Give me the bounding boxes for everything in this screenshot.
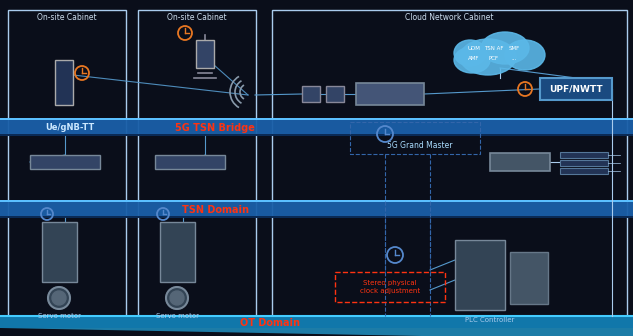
Ellipse shape	[481, 32, 529, 64]
Text: PCF: PCF	[489, 55, 499, 60]
Text: SMF: SMF	[508, 46, 520, 51]
Text: TSN AF: TSN AF	[484, 46, 504, 51]
Text: Ue/gNB-TT: Ue/gNB-TT	[46, 124, 94, 132]
Bar	[455, 240, 505, 310]
Text: On-site Cabinet: On-site Cabinet	[37, 13, 97, 23]
Text: Cloud Network Cabinet: Cloud Network Cabinet	[405, 13, 494, 23]
Text: AMF: AMF	[468, 55, 480, 60]
Ellipse shape	[505, 40, 545, 70]
Ellipse shape	[454, 47, 490, 73]
Bar	[335, 272, 445, 302]
Text: ...: ...	[511, 55, 517, 60]
Text: 5G TSN Bridge: 5G TSN Bridge	[175, 123, 255, 133]
Text: TSN Domain: TSN Domain	[182, 205, 249, 215]
Text: OT Domain: OT Domain	[240, 318, 300, 328]
Bar	[350, 122, 480, 154]
Text: Stereo physical
clock adjustment: Stereo physical clock adjustment	[360, 281, 420, 294]
Circle shape	[48, 287, 70, 309]
Polygon shape	[0, 200, 633, 202]
Bar	[8, 10, 126, 320]
Polygon shape	[0, 200, 633, 218]
Text: 5G Grand Master: 5G Grand Master	[387, 140, 453, 150]
Bar	[560, 160, 608, 166]
Text: Servo motor: Servo motor	[37, 313, 80, 319]
Bar	[272, 10, 627, 320]
Bar	[30, 155, 100, 169]
Bar	[55, 60, 73, 105]
Polygon shape	[0, 316, 633, 336]
Text: PLC Controller: PLC Controller	[465, 317, 515, 323]
Text: Servo motor: Servo motor	[156, 313, 199, 319]
Bar	[196, 40, 214, 68]
Bar	[155, 155, 225, 169]
Polygon shape	[0, 216, 633, 218]
Bar	[510, 252, 548, 304]
Text: UDM: UDM	[468, 46, 480, 51]
Bar	[138, 10, 256, 320]
Circle shape	[170, 291, 184, 305]
Bar	[160, 222, 195, 282]
Polygon shape	[0, 118, 633, 120]
Bar	[490, 153, 550, 171]
Polygon shape	[0, 134, 633, 136]
Text: On-site Cabinet: On-site Cabinet	[167, 13, 227, 23]
Circle shape	[52, 291, 66, 305]
Bar	[560, 168, 608, 174]
Polygon shape	[0, 118, 633, 136]
Bar	[560, 152, 608, 158]
Bar	[356, 83, 424, 105]
Bar	[326, 86, 344, 102]
Circle shape	[166, 287, 188, 309]
Bar	[302, 86, 320, 102]
Text: UPF/NWTT: UPF/NWTT	[549, 84, 603, 93]
Ellipse shape	[460, 39, 516, 75]
Bar	[0, 316, 633, 328]
Ellipse shape	[454, 40, 486, 66]
Bar	[540, 78, 612, 100]
Bar	[42, 222, 77, 282]
